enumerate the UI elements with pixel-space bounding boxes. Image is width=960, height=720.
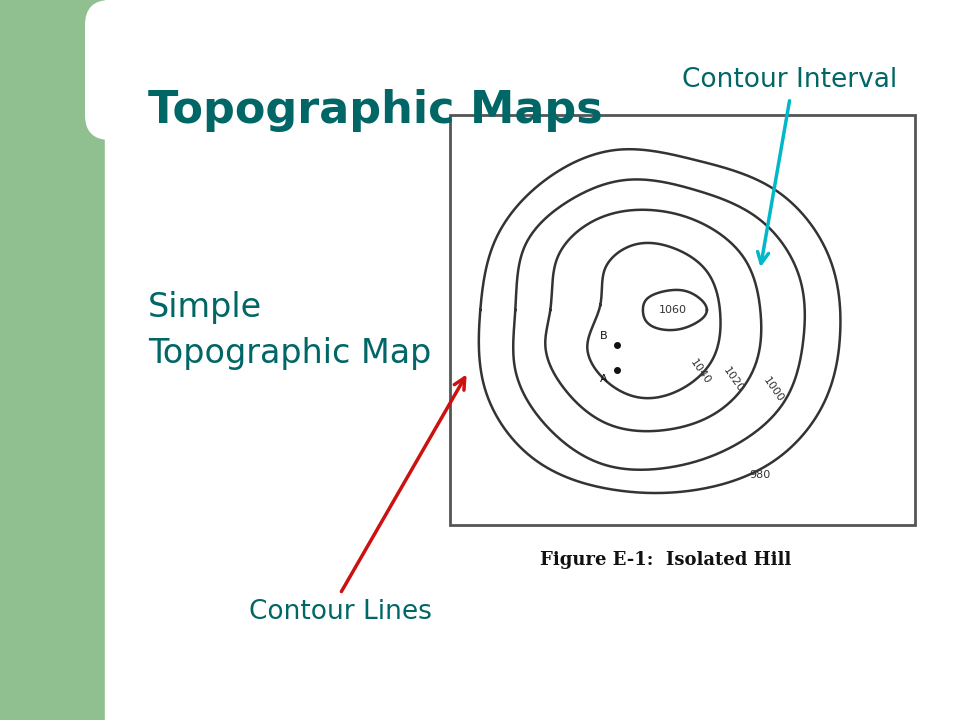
Text: 1040: 1040 [688,358,712,387]
Text: Contour Interval: Contour Interval [683,67,898,93]
Text: Figure E-1:  Isolated Hill: Figure E-1: Isolated Hill [540,551,792,569]
Text: 1000: 1000 [761,376,785,405]
Text: 1060: 1060 [660,305,687,315]
FancyBboxPatch shape [85,0,145,140]
Text: Simple
Topographic Map: Simple Topographic Map [148,290,431,369]
Bar [105,0,960,720]
Text: 980: 980 [750,470,771,480]
Bar [0,0,105,720]
Text: B: B [600,331,608,341]
Text: Topographic Maps: Topographic Maps [148,89,603,132]
Bar [450,115,915,525]
Text: 1020: 1020 [721,366,746,395]
Text: A: A [600,374,608,384]
Text: Contour Lines: Contour Lines [249,599,431,625]
